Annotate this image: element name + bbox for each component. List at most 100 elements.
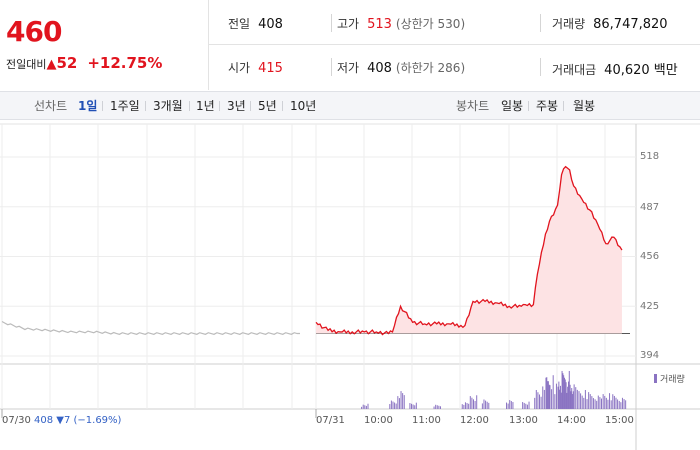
volume-bar — [402, 393, 404, 409]
volume-bar — [581, 395, 583, 409]
tab-period-1d[interactable]: 1일 — [78, 99, 98, 113]
divider — [540, 58, 541, 76]
volume-bar — [552, 375, 554, 409]
volume-bar — [549, 385, 551, 409]
quote-summary: 460 전일대비▲52 +12.75% 전일 408 고가 513 (상한가 530) … — [0, 0, 700, 90]
volume-bar — [361, 406, 363, 409]
volume-bar — [621, 397, 623, 409]
volume-bar — [623, 399, 625, 409]
volume-bar — [390, 400, 392, 409]
volume-bar — [411, 403, 413, 409]
volume-bar — [573, 384, 575, 409]
volume-bar — [620, 402, 622, 409]
divider — [208, 0, 209, 90]
volume-bar — [398, 398, 400, 409]
x-tick-label: 14:00 — [557, 415, 586, 426]
volume-bar — [547, 381, 549, 409]
volume-bar — [509, 400, 511, 409]
volume-bar — [564, 379, 566, 409]
volume-bar — [604, 395, 606, 409]
line-chart-label: 선차트 — [34, 99, 68, 113]
tab-period-10y[interactable]: 10년 — [290, 99, 317, 113]
volume-bar — [392, 401, 394, 409]
volume-bar — [537, 392, 539, 409]
volume-bar — [525, 403, 527, 409]
volume-bar — [602, 394, 604, 409]
volume-bar — [471, 397, 473, 409]
volume-bar — [613, 395, 615, 409]
volume-bar — [558, 381, 560, 409]
volume-bar — [607, 399, 609, 409]
volume-bar — [589, 394, 591, 409]
volume-bar — [545, 377, 547, 409]
volume-bar — [615, 397, 617, 409]
day-low: 저가 408 (하한가 286) — [337, 61, 466, 76]
volume-bar — [617, 399, 619, 409]
tab-candle-monthly[interactable]: 월봉 — [573, 99, 596, 113]
volume-bar — [526, 404, 528, 409]
volume-bar — [403, 395, 405, 409]
x-tick-label: 15:00 — [605, 415, 634, 426]
volume-bar — [367, 403, 369, 409]
volume-bar — [463, 404, 465, 409]
volume-bar — [364, 405, 366, 409]
tab-period-5y[interactable]: 5년 — [258, 99, 277, 113]
volume-bar — [568, 370, 570, 409]
volume-bar — [512, 402, 514, 409]
volume-stat: 거래량 86,747,820 — [552, 17, 668, 32]
volume-legend-swatch — [654, 374, 657, 383]
volume-bar — [605, 397, 607, 409]
volume-bar — [612, 394, 614, 409]
volume-bar — [466, 403, 468, 409]
volume-bar — [436, 405, 438, 409]
x-tick-label: 12:00 — [460, 415, 489, 426]
tab-period-1w[interactable]: 1주일 — [110, 99, 140, 113]
tab-candle-daily[interactable]: 일봉 — [501, 99, 524, 113]
day-high: 고가 513 (상한가 530) — [337, 17, 466, 32]
volume-bar — [535, 389, 537, 409]
volume-bar — [610, 400, 612, 409]
volume-bar — [618, 400, 620, 409]
volume-bar — [365, 405, 367, 409]
tab-period-3y[interactable]: 3년 — [227, 99, 246, 113]
volume-bar — [486, 401, 488, 409]
volume-bar — [559, 385, 561, 409]
current-price: 460 — [6, 15, 62, 48]
volume-bar — [409, 403, 411, 409]
x-tick-label: 07/31 — [316, 415, 345, 426]
volume-bar — [571, 388, 573, 409]
volume-bar — [547, 381, 549, 409]
volume-bar — [414, 405, 416, 409]
volume-bar — [588, 392, 590, 409]
volume-bar — [567, 386, 569, 409]
change-row: 전일대비▲52 +12.75% — [6, 54, 162, 72]
tab-period-1y[interactable]: 1년 — [196, 99, 215, 113]
volume-bar — [554, 394, 556, 409]
volume-bar — [609, 393, 611, 409]
volume-bar — [576, 389, 578, 409]
x-tick-label: 11:00 — [412, 415, 441, 426]
y-tick-label: 394 — [640, 350, 660, 361]
divider — [208, 44, 700, 45]
volume-bar — [534, 397, 536, 409]
change-label: 전일대비 — [6, 58, 47, 71]
volume-bar — [597, 395, 599, 409]
volume-bar — [559, 389, 561, 409]
price-line — [315, 165, 623, 336]
volume-bar — [540, 396, 542, 409]
tab-period-3m[interactable]: 3개월 — [153, 99, 183, 113]
divider — [331, 14, 332, 32]
volume-bar — [599, 397, 601, 409]
volume-bar — [575, 387, 577, 409]
volume-bar — [625, 400, 627, 409]
volume-bar — [395, 403, 397, 409]
volume-bar — [469, 396, 471, 409]
volume-bar — [439, 406, 441, 409]
volume-bar — [569, 384, 571, 409]
y-tick-label: 456 — [640, 251, 660, 262]
volume-bar — [464, 402, 466, 409]
tab-candle-weekly[interactable]: 주봉 — [536, 99, 559, 113]
y-tick-label: 425 — [640, 301, 660, 312]
volume-bar — [563, 375, 565, 409]
